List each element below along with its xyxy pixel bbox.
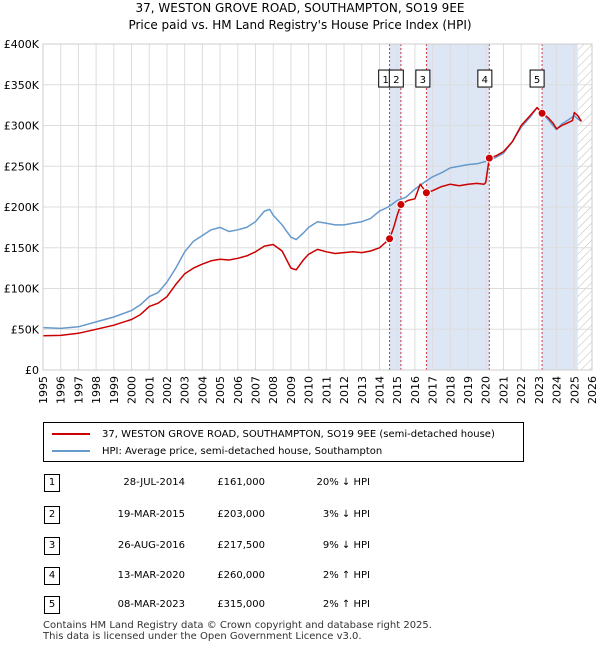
x-tick-label: 2018 [444, 376, 457, 404]
sale-label-box [415, 69, 431, 88]
x-tick-label: 2008 [267, 376, 280, 404]
sale-price: £315,000 [217, 599, 265, 610]
sale-point [537, 108, 547, 118]
sale-date: 28-JUL-2014 [123, 477, 185, 488]
legend-line-hpi [52, 450, 90, 452]
x-tick-label: 1998 [90, 376, 103, 404]
sale-date: 19-MAR-2015 [117, 509, 185, 520]
sale-number-badge: 5 [44, 596, 60, 614]
sale-hpi-diff: 3% ↓ HPI [322, 509, 370, 520]
x-tick-label: 2015 [391, 376, 404, 404]
legend-label-property: 37, WESTON GROVE ROAD, SOUTHAMPTON, SO19… [102, 428, 495, 440]
y-tick-label: £200K [4, 201, 40, 214]
sale-price: £260,000 [217, 570, 265, 581]
sale-hpi-diff: 9% ↓ HPI [322, 540, 370, 551]
y-tick-label: £0 [25, 364, 39, 377]
x-tick-label: 2013 [356, 376, 369, 404]
hpi-line [42, 106, 582, 330]
footer-licence: This data is licensed under the Open Gov… [43, 631, 362, 642]
x-tick-label: 1996 [55, 376, 68, 404]
sale-label: 5 [534, 75, 540, 86]
sale-point [396, 200, 406, 210]
sale-number-badge: 2 [44, 506, 60, 524]
legend-item-property: 37, WESTON GROVE ROAD, SOUTHAMPTON, SO19… [52, 426, 495, 442]
x-tick-label: 2022 [515, 376, 528, 404]
x-tick-label: 2004 [196, 376, 209, 404]
sale-point [385, 234, 395, 244]
y-tick-label: £50K [11, 323, 40, 336]
y-tick-label: £400K [4, 38, 40, 51]
x-tick-label: 2011 [320, 376, 333, 404]
sale-point [484, 153, 494, 163]
x-tick-label: 2000 [126, 376, 139, 404]
y-tick-label: £150K [4, 242, 40, 255]
x-tick-label: 2001 [143, 376, 156, 404]
sale-date: 13-MAR-2020 [117, 570, 185, 581]
x-tick-label: 2006 [232, 376, 245, 404]
sale-point [421, 188, 431, 198]
sale-label: 2 [393, 75, 399, 86]
sale-price: £161,000 [217, 477, 265, 488]
x-tick-label: 2002 [161, 376, 174, 404]
x-tick-label: 2020 [480, 376, 493, 404]
sale-number-badge: 1 [44, 474, 60, 492]
x-tick-label: 2007 [250, 376, 263, 404]
sale-hpi-diff: 2% ↑ HPI [322, 599, 370, 610]
x-tick-label: 2016 [409, 376, 422, 404]
x-tick-label: 2005 [214, 376, 227, 404]
sale-label: 4 [482, 75, 488, 86]
x-tick-label: 1997 [72, 376, 85, 404]
sale-label-box [388, 69, 404, 88]
x-tick-label: 1995 [37, 376, 50, 404]
x-tick-label: 2003 [179, 376, 192, 404]
property-price-line [42, 106, 583, 337]
x-tick-label: 2010 [303, 376, 316, 404]
x-tick-label: 2024 [551, 376, 564, 404]
sale-hpi-diff: 20% ↓ HPI [316, 477, 370, 488]
x-tick-label: 2021 [497, 376, 510, 404]
y-tick-label: £100K [4, 283, 40, 296]
x-tick-label: 2026 [586, 376, 599, 404]
sale-date: 26-AUG-2016 [117, 540, 185, 551]
sale-number-badge: 3 [44, 537, 60, 555]
x-tick-label: 2012 [338, 376, 351, 404]
chart-legend: 37, WESTON GROVE ROAD, SOUTHAMPTON, SO19… [43, 422, 524, 462]
legend-item-hpi: HPI: Average price, semi-detached house,… [52, 443, 382, 459]
x-tick-label: 2014 [373, 376, 386, 404]
legend-label-hpi: HPI: Average price, semi-detached house,… [102, 445, 383, 457]
sale-label-box [529, 69, 545, 88]
table-row: 5 08-MAR-2023 £315,000 2% ↑ HPI [0, 596, 600, 616]
sale-label: 1 [382, 75, 388, 86]
plot-frame [42, 43, 593, 371]
x-tick-label: 1999 [108, 376, 121, 404]
y-tick-label: £350K [4, 79, 40, 92]
table-row: 4 13-MAR-2020 £260,000 2% ↑ HPI [0, 567, 600, 587]
x-tick-label: 2017 [427, 376, 440, 404]
sale-label: 3 [420, 75, 426, 86]
x-tick-label: 2025 [568, 376, 581, 404]
table-row: 2 19-MAR-2015 £203,000 3% ↓ HPI [0, 506, 600, 526]
x-tick-label: 2009 [285, 376, 298, 404]
legend-line-property [52, 433, 90, 435]
chart-title: 37, WESTON GROVE ROAD, SOUTHAMPTON, SO19… [135, 1, 465, 15]
table-row: 1 28-JUL-2014 £161,000 20% ↓ HPI [0, 474, 600, 494]
x-tick-label: 2023 [533, 376, 546, 404]
sale-number-badge: 4 [44, 567, 60, 585]
sale-price: £217,500 [217, 540, 265, 551]
x-tick-label: 2019 [462, 376, 475, 404]
y-tick-label: £250K [4, 160, 40, 173]
sale-label-box [477, 69, 493, 88]
y-tick-label: £300K [4, 120, 40, 133]
sale-price: £203,000 [217, 509, 265, 520]
chart-subtitle: Price paid vs. HM Land Registry's House … [128, 18, 472, 32]
sale-hpi-diff: 2% ↑ HPI [322, 570, 370, 581]
table-row: 3 26-AUG-2016 £217,500 9% ↓ HPI [0, 537, 600, 557]
footer-copyright: Contains HM Land Registry data © Crown c… [43, 620, 432, 631]
sale-date: 08-MAR-2023 [117, 599, 185, 610]
